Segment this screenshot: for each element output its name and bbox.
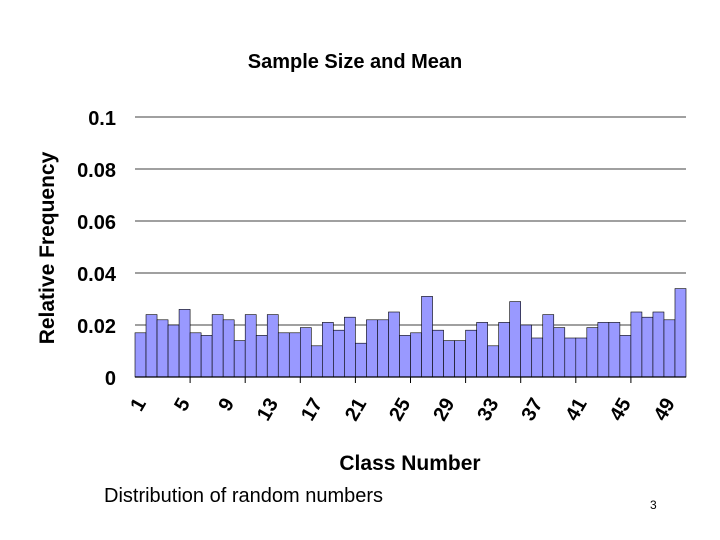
- bar: [311, 345, 323, 378]
- x-tick-label: 49: [650, 395, 680, 425]
- bar: [520, 324, 533, 378]
- bar: [509, 301, 521, 378]
- x-tick-label: 5: [170, 395, 195, 416]
- y-tick-label: 0.1: [88, 108, 116, 130]
- bar: [619, 335, 632, 378]
- bar: [233, 340, 246, 378]
- x-tick-label: 41: [561, 395, 591, 425]
- bar: [487, 345, 499, 378]
- bar: [542, 314, 555, 378]
- bar: [608, 322, 621, 378]
- bar: [410, 332, 422, 378]
- bar: [299, 327, 312, 378]
- bar: [366, 319, 378, 378]
- y-tick-label: 0: [105, 368, 116, 390]
- bar: [178, 309, 191, 378]
- bar: [266, 314, 279, 378]
- slide-page-number: 3: [650, 498, 657, 512]
- x-axis-label: Class Number: [339, 452, 480, 475]
- bar: [597, 322, 610, 378]
- bar: [189, 332, 202, 378]
- bar: [652, 311, 665, 378]
- bar: [663, 319, 676, 378]
- x-tick-labels: 1 5 9 13 17 21 25 29 33 37 41 45 49: [126, 395, 680, 425]
- bar: [255, 335, 268, 378]
- bar: [277, 332, 290, 378]
- chart-title: Sample Size and Mean: [248, 51, 463, 73]
- x-tick-label: 21: [341, 395, 371, 425]
- bar: [586, 327, 599, 378]
- bar: [421, 296, 433, 378]
- bar: [167, 324, 180, 378]
- bar: [399, 335, 411, 378]
- bar: [377, 319, 389, 378]
- bar: [288, 332, 301, 378]
- x-tick-label: 37: [517, 395, 547, 425]
- y-axis-label: Relative Frequency: [36, 151, 59, 344]
- bar: [156, 319, 169, 378]
- bar: [388, 311, 400, 378]
- bars: [134, 288, 687, 378]
- bar: [454, 340, 466, 378]
- y-tick-label: 0.02: [77, 316, 116, 338]
- x-tick-label: 1: [126, 395, 151, 416]
- bar: [222, 319, 235, 378]
- bar: [630, 311, 643, 378]
- x-tick-label: 9: [214, 395, 239, 416]
- x-tick-label: 25: [385, 395, 415, 425]
- axes: [135, 376, 686, 383]
- x-tick-label: 17: [297, 395, 327, 425]
- bar: [322, 322, 334, 378]
- bar: [443, 340, 455, 378]
- bar-chart: Sample Size and Mean Relative Frequency …: [36, 51, 687, 475]
- x-tick-label: 29: [429, 395, 459, 425]
- bar: [145, 314, 158, 378]
- x-tick-label: 33: [473, 395, 503, 425]
- bar: [355, 342, 367, 378]
- y-tick-label: 0.08: [77, 160, 116, 182]
- gridlines: [135, 116, 686, 326]
- slide-caption: Distribution of random numbers: [104, 485, 384, 507]
- bar: [432, 329, 444, 378]
- bar: [134, 332, 147, 378]
- y-tick-labels: 0 0.02 0.04 0.06 0.08 0.1: [77, 108, 117, 390]
- bar: [200, 335, 213, 378]
- bar: [564, 337, 577, 378]
- bar: [211, 314, 224, 378]
- y-tick-label: 0.04: [77, 264, 117, 286]
- bar: [575, 337, 588, 378]
- x-tick-label: 13: [253, 395, 283, 425]
- bar: [674, 288, 687, 378]
- bar: [465, 329, 477, 378]
- bar: [344, 316, 356, 378]
- bar: [553, 327, 566, 378]
- bar: [531, 337, 544, 378]
- bar: [641, 316, 654, 378]
- bar: [476, 322, 488, 378]
- bar: [498, 322, 510, 378]
- bar: [333, 329, 345, 378]
- x-tick-label: 45: [606, 395, 636, 425]
- y-tick-label: 0.06: [77, 212, 116, 234]
- bar: [244, 314, 257, 378]
